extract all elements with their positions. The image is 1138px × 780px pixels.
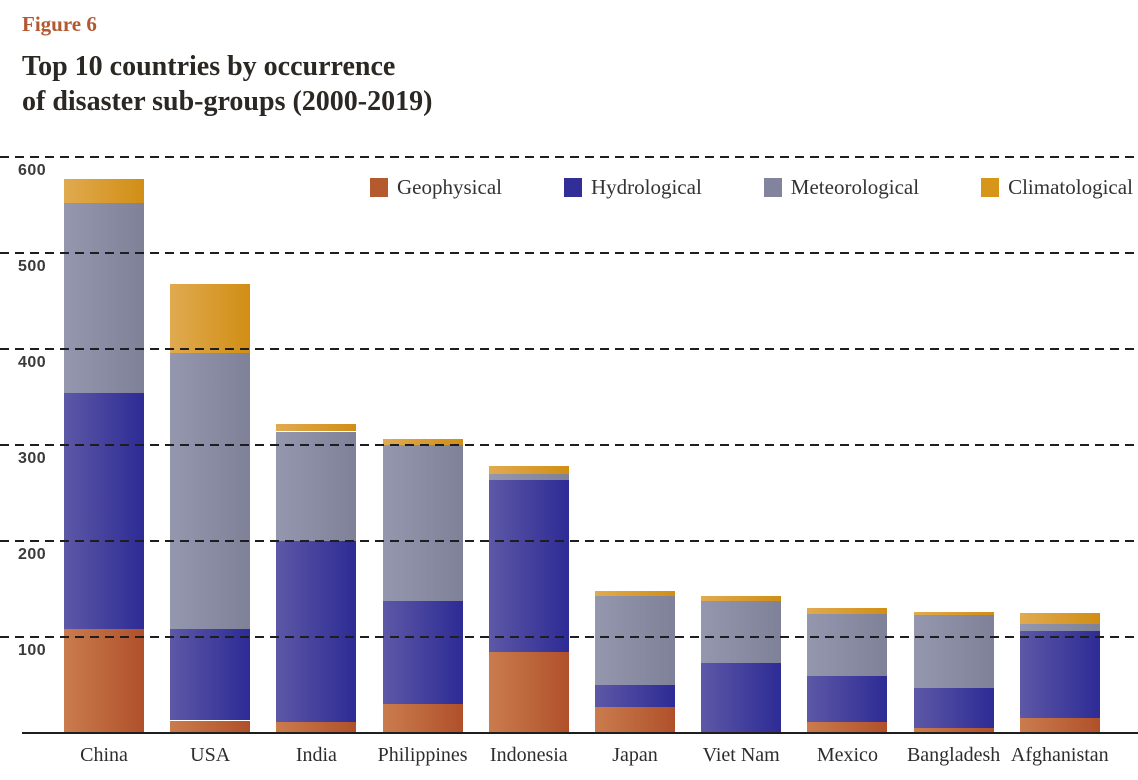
y-tick-label-300: 300 (18, 450, 47, 467)
legend-item-climatological: Climatological (981, 175, 1133, 200)
bar-segment-india-meteorological (276, 431, 357, 541)
legend-item-hydrological: Hydrological (563, 175, 702, 200)
bar-segment-usa-geophysical (170, 720, 251, 732)
y-tick-label-600: 600 (18, 162, 47, 179)
bar-segment-bangladesh-hydrological (913, 687, 994, 729)
geophysical-swatch-icon (370, 178, 388, 197)
chart-title: Top 10 countries by occurrence of disast… (22, 50, 432, 119)
meteorological-swatch-icon (763, 178, 782, 197)
bar-segment-india-climatological (276, 423, 357, 432)
y-tick-label-500: 500 (18, 258, 47, 275)
bar-segment-japan-meteorological (595, 595, 675, 685)
legend-item-meteorological: Meteorological (763, 175, 920, 200)
legend-label-geophysical: Geophysical (397, 175, 502, 199)
bar-segment-mexico-geophysical (807, 722, 888, 732)
y-tick-label-100: 100 (18, 642, 47, 659)
bar-segment-india-hydrological (276, 541, 357, 723)
bar-segment-bangladesh-geophysical (913, 728, 994, 732)
gridline-100 (0, 636, 1138, 638)
bar-segment-indonesia-hydrological (488, 479, 569, 653)
bar-segment-usa-meteorological (170, 352, 251, 630)
bar-segment-philippines-hydrological (382, 600, 463, 705)
bar-segment-india-geophysical (276, 722, 357, 732)
bar-segment-viet-nam-hydrological (701, 662, 782, 732)
gridline-400 (0, 348, 1138, 350)
x-axis-label-usa: USA (190, 744, 231, 766)
bar-segment-usa-climatological (170, 283, 251, 353)
hydrological-swatch-icon (563, 178, 582, 197)
bar-segment-viet-nam-meteorological (701, 601, 782, 663)
x-axis-label-afghanistan: Afghanistan (1010, 744, 1109, 766)
gridline-200 (0, 540, 1138, 542)
x-axis-label-india: India (295, 744, 337, 766)
bar-segment-mexico-meteorological (807, 613, 888, 677)
x-axis-label-japan: Japan (612, 744, 658, 766)
gridline-300 (0, 444, 1138, 446)
bar-segment-afghanistan-meteorological (1019, 623, 1100, 632)
bar-segment-indonesia-climatological (488, 466, 569, 474)
y-tick-label-200: 200 (18, 546, 47, 563)
chart-title-line-2: of disaster sub-groups (2000-2019) (22, 85, 433, 117)
x-axis-label-china: China (80, 744, 128, 766)
chart-title-line-1: Top 10 countries by occurrence (22, 51, 396, 82)
bar-segment-bangladesh-meteorological (913, 614, 994, 688)
bar-segment-mexico-climatological (807, 608, 888, 614)
x-axis-label-philippines: Philippines (377, 744, 468, 766)
bar-segment-usa-hydrological (170, 629, 251, 721)
gridline-600 (0, 156, 1138, 158)
x-axis-label-bangladesh: Bangladesh (906, 744, 1001, 766)
bar-segment-philippines-climatological (382, 439, 463, 445)
chart-legend: Geophysical Hydrological Meteorological … (370, 175, 1133, 200)
bar-segment-afghanistan-hydrological (1019, 631, 1100, 718)
y-tick-label-400: 400 (18, 354, 47, 371)
bar-segment-bangladesh-climatological (913, 612, 994, 615)
gridline-500 (0, 252, 1138, 254)
climatological-swatch-icon (981, 178, 1000, 197)
x-axis-label-indonesia: Indonesia (489, 744, 568, 766)
bar-segment-indonesia-meteorological (488, 473, 569, 480)
bar-segment-afghanistan-geophysical (1019, 717, 1100, 732)
x-axis-label-mexico: Mexico (816, 744, 878, 766)
bar-segment-afghanistan-climatological (1019, 613, 1100, 624)
x-axis-label-viet-nam: Viet Nam (702, 744, 780, 766)
bar-segment-china-climatological (64, 179, 144, 203)
bar-segment-japan-hydrological (595, 685, 675, 708)
bar-segment-indonesia-geophysical (488, 652, 569, 732)
bar-segment-philippines-geophysical (382, 704, 463, 732)
figure-label: Figure 6 (22, 12, 97, 36)
legend-label-climatological: Climatological (1008, 175, 1133, 199)
bar-segment-philippines-meteorological (382, 445, 463, 601)
bar-segment-mexico-hydrological (807, 676, 888, 723)
bar-segment-china-hydrological (64, 393, 144, 630)
bar-segment-china-geophysical (64, 629, 144, 732)
bar-segment-viet-nam-climatological (701, 595, 782, 602)
legend-label-meteorological: Meteorological (790, 175, 920, 199)
bar-segment-china-meteorological (64, 203, 144, 394)
x-axis-baseline (22, 732, 1138, 734)
bar-segment-japan-geophysical (595, 707, 675, 732)
legend-item-geophysical: Geophysical (370, 175, 502, 200)
bar-segment-japan-climatological (595, 590, 675, 596)
legend-label-hydrological: Hydrological (590, 175, 702, 199)
